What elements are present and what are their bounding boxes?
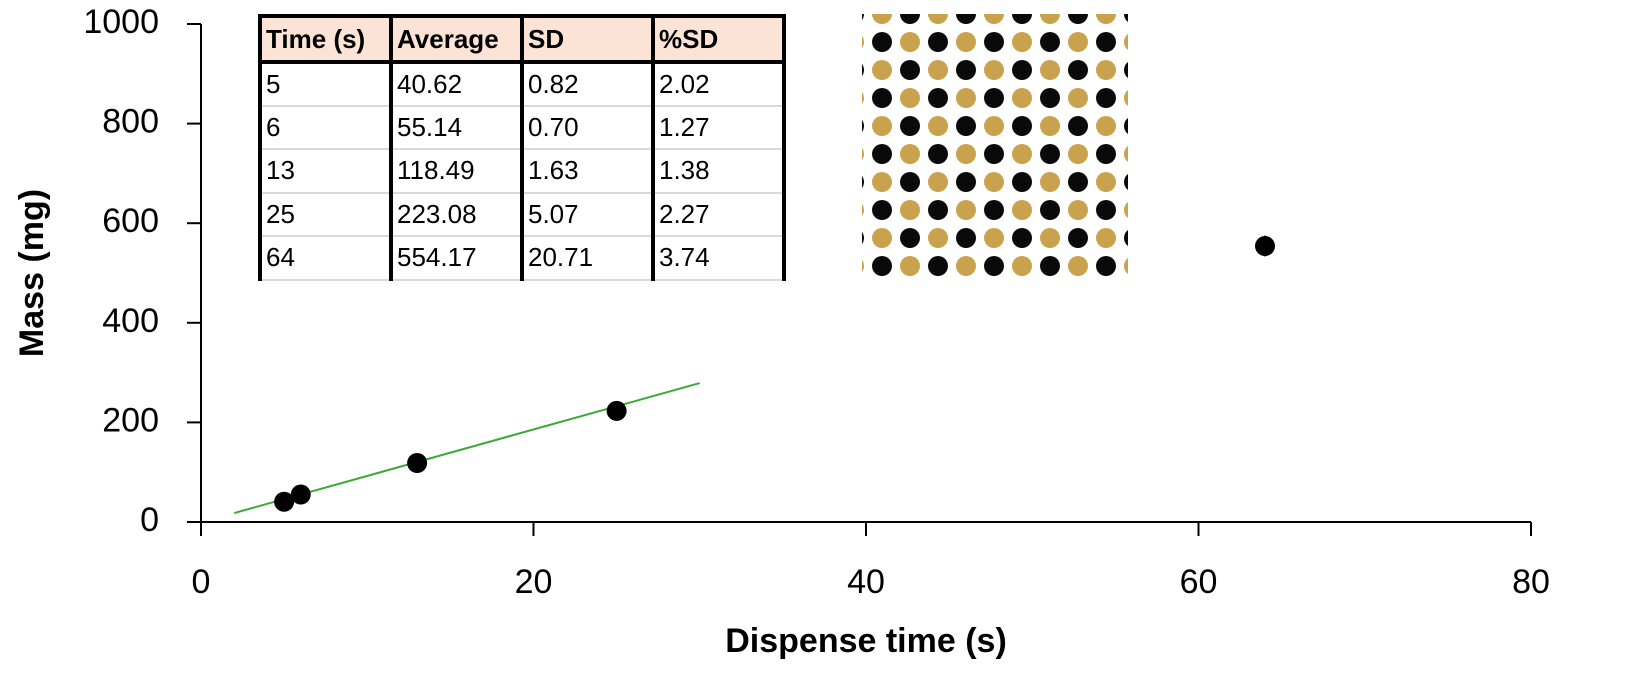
inset-image [862, 14, 1128, 282]
table-cell: 1.27 [651, 105, 786, 150]
table-cell: 5 [258, 62, 393, 107]
table-cell: 118.49 [389, 149, 524, 194]
table-cell: 55.14 [389, 105, 524, 150]
y-tick-label: 0 [140, 501, 159, 539]
header-cell: %SD [651, 14, 786, 64]
table-cell: 2.02 [651, 62, 786, 107]
x-tick-label: 20 [515, 563, 553, 601]
header-cell: Time (s) [258, 14, 393, 64]
table-cell: 25 [258, 192, 393, 237]
y-tick-label: 200 [102, 401, 159, 439]
table-cell: 20.71 [520, 236, 655, 281]
table-header-row: Time (s) Average SD %SD [258, 14, 786, 64]
y-tick-label: 400 [102, 302, 159, 340]
table-cell: 13 [258, 149, 393, 194]
header-cell: Average [389, 14, 524, 64]
table-row: 25 223.08 5.07 2.27 [258, 192, 786, 237]
point [606, 400, 627, 421]
table-cell: 6 [258, 105, 393, 150]
x-tick-label: 60 [1180, 563, 1218, 601]
y-tick-label: 1000 [83, 3, 159, 41]
x-tick-label: 0 [192, 563, 211, 601]
y-axis-title: Mass (mg) [13, 189, 51, 357]
point [274, 491, 295, 512]
table-cell: 0.82 [520, 62, 655, 107]
y-tick-label: 800 [102, 103, 159, 141]
table-cell: 223.08 [389, 192, 524, 237]
table-cell: 5.07 [520, 192, 655, 237]
point [290, 484, 311, 505]
table-cell: 2.27 [651, 192, 786, 237]
inset-table: Time (s) Average SD %SD 5 40.62 0.82 2.02 6 55.14… [258, 14, 786, 281]
table-cell: 554.17 [389, 236, 524, 281]
x-tick-label: 40 [847, 563, 885, 601]
header-cell: SD [520, 14, 655, 64]
table-cell: 0.70 [520, 105, 655, 150]
table-cell: 1.63 [520, 149, 655, 194]
x-axis-title: Dispense time (s) [725, 622, 1007, 660]
point [407, 452, 428, 473]
table-row: 64 554.17 20.71 3.74 [258, 236, 786, 281]
table-cell: 3.74 [651, 236, 786, 281]
table-row: 13 118.49 1.63 1.38 [258, 149, 786, 194]
table-row: 6 55.14 0.70 1.27 [258, 105, 786, 150]
x-tick-label: 80 [1512, 563, 1550, 601]
y-tick-label: 600 [102, 202, 159, 240]
table-cell: 64 [258, 236, 393, 281]
table-cell: 1.38 [651, 149, 786, 194]
table-cell: 40.62 [389, 62, 524, 107]
table-row: 5 40.62 0.82 2.02 [258, 62, 786, 107]
point [1255, 236, 1275, 257]
